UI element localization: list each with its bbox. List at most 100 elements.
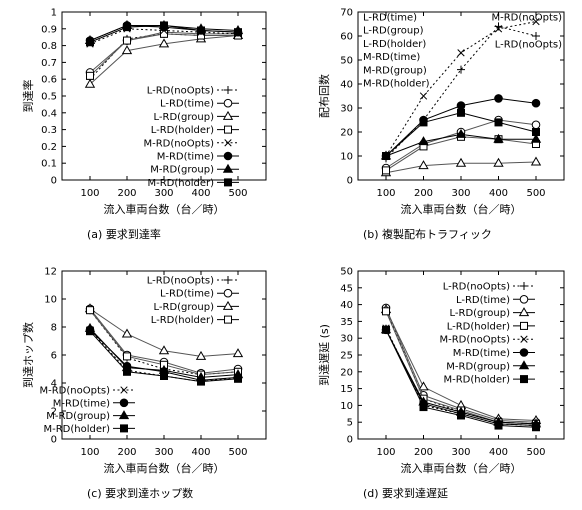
y-tick-label: 12 <box>44 267 57 278</box>
legend-label: M-RD(holder) <box>363 79 430 90</box>
y-tick-label: 1 <box>51 8 57 19</box>
x-tick-label: 100 <box>80 188 99 199</box>
data-point <box>382 325 390 334</box>
data-point <box>494 118 503 127</box>
x-tick-label: 200 <box>117 188 136 199</box>
y-tick-label: 0.6 <box>41 75 57 86</box>
x-tick-label: 100 <box>376 188 395 199</box>
legend-label: M-RD(holder) <box>43 424 110 435</box>
data-point <box>532 17 540 26</box>
data-point <box>418 381 429 391</box>
data-point <box>457 49 465 57</box>
legend-marker <box>520 375 528 384</box>
legend-label: L-RD(noOpts) <box>443 282 510 293</box>
x-tick-label: 300 <box>451 188 470 199</box>
legend-marker <box>223 98 233 108</box>
data-point <box>382 166 390 175</box>
data-point <box>86 327 94 336</box>
x-tick-label: 500 <box>526 188 545 199</box>
chart-caption: (b) 複製配布トラフィック <box>363 227 492 241</box>
legend-label: L-RD(time) <box>160 289 214 300</box>
y-tick-label: 10 <box>340 152 353 163</box>
x-axis-label: 流入車両台数（台／時） <box>104 202 225 216</box>
legend-label: L-RD(group) <box>154 302 215 313</box>
legend-marker <box>224 86 232 94</box>
series-line <box>89 329 239 383</box>
data-point <box>121 328 133 338</box>
x-tick-label: 400 <box>489 447 508 458</box>
chart-panel-4: 0 5 10 15 20 25 30 35 40 45 50 100 200 300 400 500 流入車両台… <box>318 267 565 500</box>
x-tick-label: 300 <box>451 447 470 458</box>
y-tick-label: 50 <box>340 56 353 67</box>
legend-label: L-RD(group) <box>154 112 215 123</box>
legend-label: L-RD(group) <box>450 308 511 319</box>
data-point <box>382 307 390 316</box>
legend-label: M-RD(group) <box>46 411 110 422</box>
y-tick-label: 0.8 <box>41 41 57 52</box>
y-tick-label: 0.5 <box>41 92 57 103</box>
data-point <box>158 345 170 355</box>
data-point <box>532 32 540 40</box>
data-point <box>234 374 242 383</box>
y-tick-label: 40 <box>340 80 353 91</box>
data-point <box>86 38 94 47</box>
legend-label: M-RD(group) <box>446 361 510 372</box>
y-tick-label: 50 <box>340 267 353 278</box>
legend-marker <box>520 335 528 343</box>
y-tick-label: 20 <box>340 367 353 378</box>
legend-label: L-RD(time) <box>160 99 214 110</box>
legend-label: M-RD(time) <box>53 398 110 409</box>
legend-label: M-RD(time) <box>157 152 214 163</box>
chart-panel-1: 0 0.1 0.2 0.3 0.4 0.5 0.6 0.7 0.8 0.9 1 100 200 300 40… <box>21 8 267 241</box>
legend-label: L-RD(holder) <box>363 39 426 50</box>
y-tick-label: 0.2 <box>41 142 57 153</box>
data-point <box>232 348 244 358</box>
legend-marker <box>224 139 232 147</box>
y-tick-label: 0.1 <box>41 159 57 170</box>
legend-marker <box>520 282 528 290</box>
data-point <box>160 21 168 30</box>
data-point <box>419 118 428 127</box>
y-tick-label: 45 <box>340 283 353 294</box>
data-point <box>86 306 94 315</box>
x-tick-label: 300 <box>154 188 173 199</box>
legend-label: M-RD(group) <box>363 65 427 76</box>
chart-caption: (c) 要求到達ホップ数 <box>87 487 193 500</box>
legend-marker <box>518 360 530 370</box>
data-point <box>419 403 428 412</box>
legend-marker <box>118 410 130 420</box>
y-tick-label: 0 <box>51 176 57 187</box>
data-point <box>121 45 133 55</box>
data-point <box>455 157 467 167</box>
x-tick-label: 500 <box>228 188 247 199</box>
x-tick-label: 100 <box>376 447 395 458</box>
x-axis-label: 流入車両台数（台／時） <box>104 461 225 475</box>
data-point <box>195 350 207 360</box>
legend-marker <box>518 307 530 317</box>
legend-marker <box>520 321 528 330</box>
y-tick-label: 0 <box>51 435 57 446</box>
legend-marker <box>222 110 234 120</box>
legend-label: M-RD(holder) <box>147 178 214 189</box>
x-tick-label: 400 <box>191 188 210 199</box>
y-tick-label: 35 <box>340 317 353 328</box>
data-point <box>419 92 428 100</box>
chart-caption: (a) 要求到達率 <box>87 227 161 241</box>
x-tick-label: 200 <box>414 188 433 199</box>
y-tick-label: 0.3 <box>41 125 57 136</box>
legend-label: L-RD(holder) <box>151 315 214 326</box>
y-tick-label: 0.7 <box>41 58 57 69</box>
legend-label: L-RD(holder) <box>447 321 510 332</box>
x-tick-label: 100 <box>80 447 99 458</box>
data-point <box>86 71 94 80</box>
data-point <box>418 136 429 146</box>
data-point <box>158 38 170 48</box>
y-tick-label: 0.9 <box>41 24 57 35</box>
data-point <box>457 411 465 420</box>
data-point <box>455 128 467 138</box>
y-tick-label: 25 <box>340 351 353 362</box>
data-point <box>494 421 503 430</box>
data-point <box>84 78 96 88</box>
